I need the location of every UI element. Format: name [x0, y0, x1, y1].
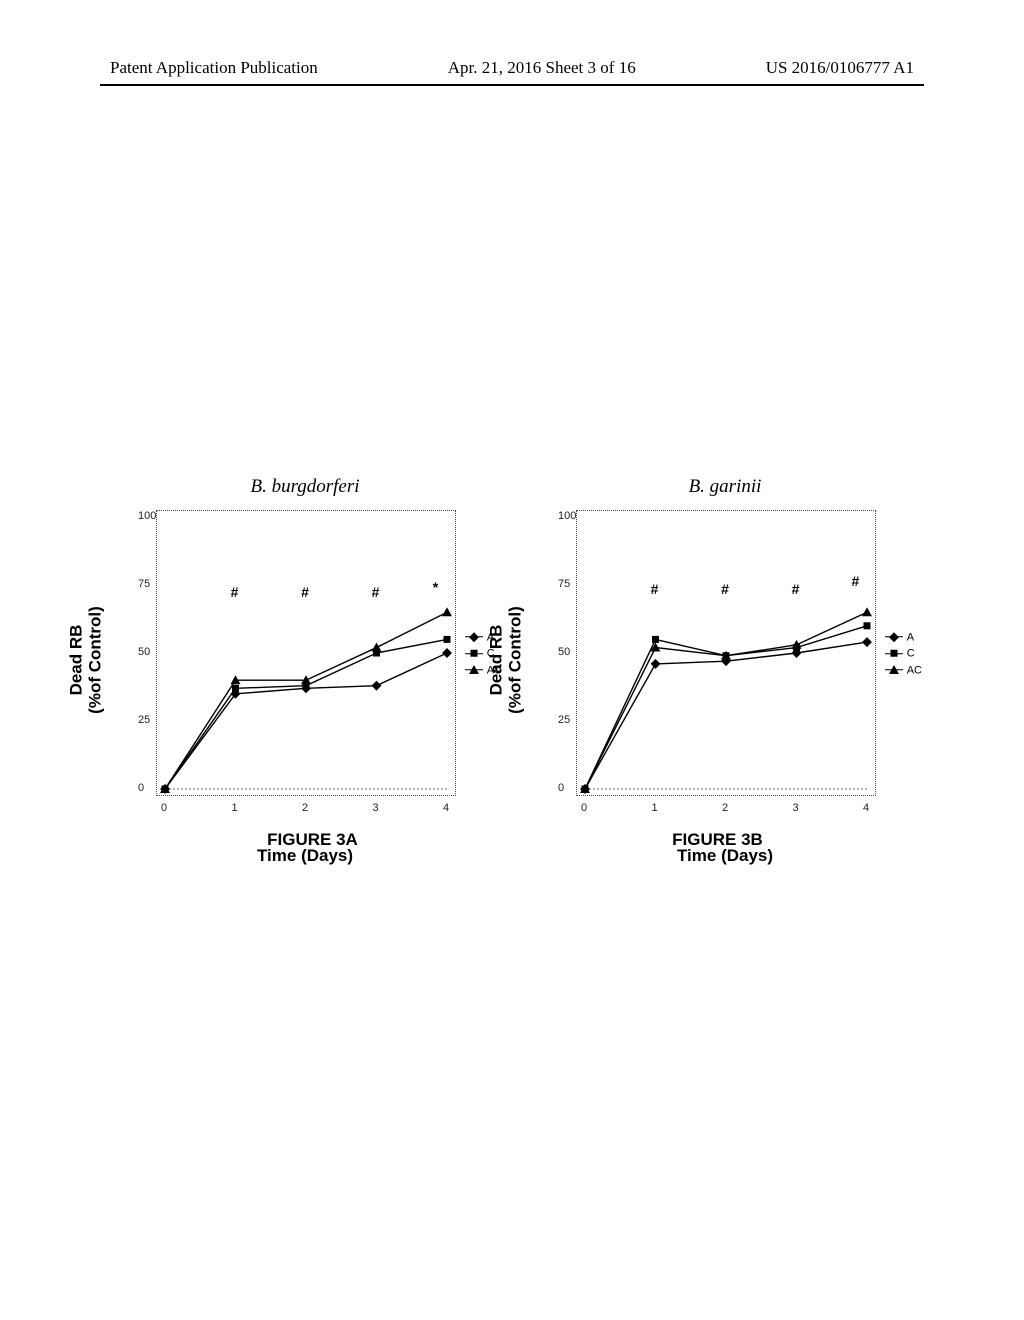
ytick-label: 0 [138, 782, 144, 794]
chart-right-plotbox [576, 510, 876, 796]
ytick-label: 100 [138, 510, 156, 522]
ytick-label: 75 [558, 578, 570, 590]
significance-mark: * [433, 579, 438, 595]
ylabel-line1: Dead RB [486, 625, 505, 696]
legend-line-icon [465, 637, 483, 638]
xtick-label: 0 [161, 802, 167, 814]
legend-row: C [885, 645, 922, 662]
significance-mark: # [372, 584, 380, 600]
chart-right-title: B. garinii [689, 476, 762, 498]
header-left: Patent Application Publication [110, 58, 318, 78]
chart-left-ylabel: Dead RB (%of Control) [67, 606, 104, 714]
chart-left-title: B. burgdorferi [250, 476, 359, 498]
chart-left-panel: B. burgdorferi Dead RB (%of Control) Tim… [110, 500, 500, 820]
legend-label: A [907, 629, 914, 646]
legend-label: AC [907, 662, 922, 679]
ytick-label: 75 [138, 578, 150, 590]
xtick-label: 2 [302, 802, 308, 814]
xtick-label: 1 [231, 802, 237, 814]
ytick-label: 25 [138, 714, 150, 726]
significance-mark: # [301, 584, 309, 600]
xtick-label: 4 [863, 802, 869, 814]
ytick-label: 100 [558, 510, 576, 522]
chart-right-legend: A C AC [885, 629, 922, 679]
significance-mark: # [721, 581, 729, 597]
xtick-label: 0 [581, 802, 587, 814]
significance-mark: # [852, 573, 860, 589]
caption-left: FIGURE 3A [110, 830, 515, 850]
legend-label: C [907, 645, 915, 662]
legend-line-icon [465, 653, 483, 654]
ylabel-line2: (%of Control) [505, 606, 524, 714]
figure-captions: FIGURE 3A FIGURE 3B [110, 830, 920, 850]
xtick-label: 3 [372, 802, 378, 814]
legend-line-icon [885, 670, 903, 671]
significance-mark: # [651, 581, 659, 597]
xtick-label: 3 [792, 802, 798, 814]
ytick-label: 50 [138, 646, 150, 658]
header-right: US 2016/0106777 A1 [766, 58, 914, 78]
xtick-label: 4 [443, 802, 449, 814]
square-icon [470, 650, 477, 657]
figure-area: B. burgdorferi Dead RB (%of Control) Tim… [110, 500, 920, 820]
header-mid: Apr. 21, 2016 Sheet 3 of 16 [448, 58, 636, 78]
ylabel-line2: (%of Control) [85, 606, 104, 714]
chart-right-ylabel: Dead RB (%of Control) [487, 606, 524, 714]
xtick-label: 1 [651, 802, 657, 814]
page-header: Patent Application Publication Apr. 21, … [0, 58, 1024, 78]
significance-mark: # [231, 584, 239, 600]
diamond-icon [889, 632, 899, 642]
legend-line-icon [885, 637, 903, 638]
ylabel-line1: Dead RB [66, 625, 85, 696]
triangle-icon [469, 665, 479, 674]
header-rule [100, 84, 924, 86]
diamond-icon [469, 632, 479, 642]
legend-row: A [885, 629, 922, 646]
ytick-label: 25 [558, 714, 570, 726]
xtick-label: 2 [722, 802, 728, 814]
ytick-label: 0 [558, 782, 564, 794]
triangle-icon [889, 665, 899, 674]
legend-row: AC [885, 662, 922, 679]
chart-left-plotbox [156, 510, 456, 796]
significance-mark: # [792, 581, 800, 597]
ytick-label: 50 [558, 646, 570, 658]
legend-line-icon [465, 670, 483, 671]
caption-right: FIGURE 3B [515, 830, 920, 850]
chart-right-panel: B. garinii Dead RB (%of Control) Time (D… [530, 500, 920, 820]
square-icon [890, 650, 897, 657]
legend-line-icon [885, 653, 903, 654]
